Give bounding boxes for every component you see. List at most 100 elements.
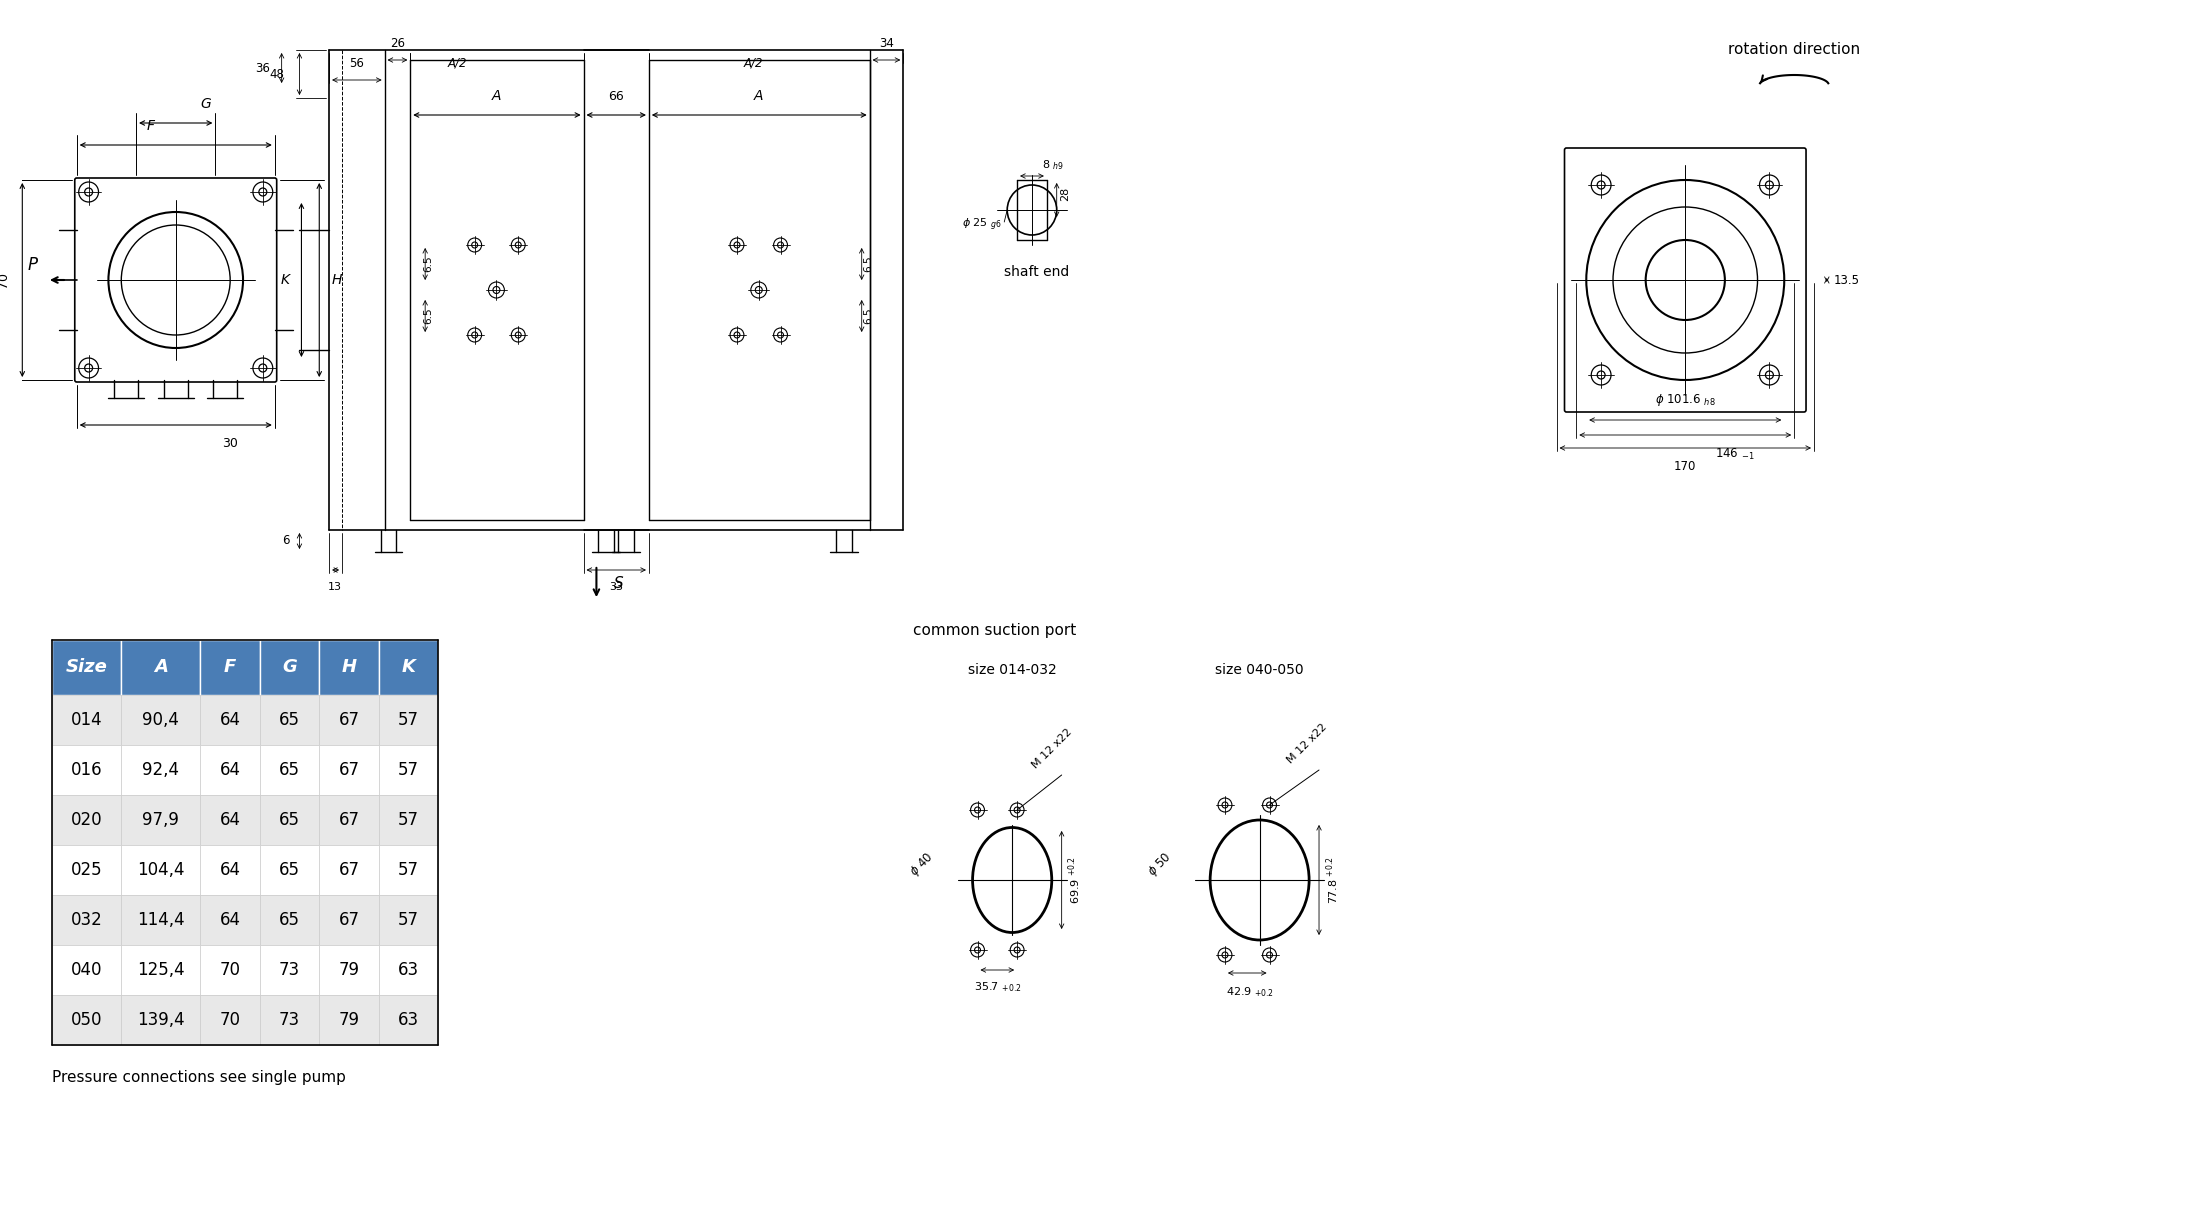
Bar bbox=[319, 640, 378, 695]
Text: 016: 016 bbox=[70, 761, 103, 779]
Bar bbox=[121, 745, 200, 795]
Text: 025: 025 bbox=[70, 861, 103, 879]
Bar bbox=[121, 640, 200, 695]
Text: 92,4: 92,4 bbox=[143, 761, 180, 779]
Text: A/2: A/2 bbox=[449, 57, 469, 70]
Text: K: K bbox=[279, 273, 290, 288]
Text: 13.5: 13.5 bbox=[1835, 273, 1859, 286]
Bar bbox=[121, 846, 200, 895]
Bar bbox=[121, 695, 200, 745]
Text: 42.9 $_{+0.2}$: 42.9 $_{+0.2}$ bbox=[1225, 985, 1274, 999]
Text: 73: 73 bbox=[279, 962, 299, 978]
Text: Size: Size bbox=[66, 658, 108, 676]
Text: 014: 014 bbox=[70, 712, 103, 728]
Bar bbox=[378, 945, 438, 995]
Text: A: A bbox=[154, 658, 167, 676]
Text: 63: 63 bbox=[398, 1011, 418, 1029]
Text: S: S bbox=[614, 575, 625, 591]
Text: 64: 64 bbox=[220, 861, 240, 879]
Text: 139,4: 139,4 bbox=[136, 1011, 185, 1029]
Bar bbox=[378, 745, 438, 795]
Text: 64: 64 bbox=[220, 712, 240, 728]
Bar bbox=[200, 745, 260, 795]
Bar bbox=[53, 945, 121, 995]
Text: 65: 65 bbox=[279, 861, 299, 879]
Bar bbox=[200, 695, 260, 745]
Text: 30: 30 bbox=[222, 437, 238, 451]
Text: 79: 79 bbox=[339, 962, 359, 978]
Bar bbox=[260, 846, 319, 895]
Bar bbox=[200, 995, 260, 1045]
Text: 125,4: 125,4 bbox=[136, 962, 185, 978]
Bar bbox=[319, 945, 378, 995]
Bar bbox=[260, 695, 319, 745]
Text: Pressure connections see single pump: Pressure connections see single pump bbox=[53, 1070, 345, 1085]
Bar bbox=[260, 795, 319, 846]
Text: $\phi$ 101.6 $_{h8}$: $\phi$ 101.6 $_{h8}$ bbox=[1654, 393, 1716, 408]
Text: 26: 26 bbox=[389, 37, 405, 50]
Bar bbox=[319, 745, 378, 795]
Bar bbox=[260, 640, 319, 695]
Text: 6.5: 6.5 bbox=[422, 308, 433, 324]
Text: 040: 040 bbox=[70, 962, 103, 978]
Text: 70: 70 bbox=[220, 962, 240, 978]
Bar bbox=[378, 640, 438, 695]
Bar bbox=[378, 995, 438, 1045]
Text: size 040-050: size 040-050 bbox=[1214, 663, 1305, 676]
Text: 65: 65 bbox=[279, 811, 299, 829]
Text: 13: 13 bbox=[328, 582, 341, 592]
Text: 57: 57 bbox=[398, 911, 418, 929]
Text: H: H bbox=[341, 658, 356, 676]
Bar bbox=[53, 695, 121, 745]
Text: 64: 64 bbox=[220, 811, 240, 829]
Text: 64: 64 bbox=[220, 911, 240, 929]
Text: size 014-032: size 014-032 bbox=[968, 663, 1056, 676]
FancyBboxPatch shape bbox=[1564, 149, 1806, 412]
Text: 67: 67 bbox=[339, 811, 359, 829]
Bar bbox=[260, 945, 319, 995]
Text: 57: 57 bbox=[398, 712, 418, 728]
Bar bbox=[53, 745, 121, 795]
Bar bbox=[378, 795, 438, 846]
Text: 8 $_{h9}$: 8 $_{h9}$ bbox=[1043, 158, 1065, 172]
Bar bbox=[200, 846, 260, 895]
Text: 57: 57 bbox=[398, 811, 418, 829]
Bar bbox=[319, 895, 378, 945]
Text: G: G bbox=[282, 658, 297, 676]
Text: 90,4: 90,4 bbox=[143, 712, 180, 728]
Text: 57: 57 bbox=[398, 761, 418, 779]
Text: 6: 6 bbox=[282, 534, 290, 547]
Bar bbox=[121, 995, 200, 1045]
Text: G: G bbox=[200, 97, 211, 111]
Text: 63: 63 bbox=[398, 962, 418, 978]
Bar bbox=[378, 695, 438, 745]
Text: M 12 x22: M 12 x22 bbox=[1030, 726, 1074, 769]
Text: 57: 57 bbox=[398, 861, 418, 879]
Text: 032: 032 bbox=[70, 911, 103, 929]
Text: 65: 65 bbox=[279, 761, 299, 779]
Text: P: P bbox=[26, 256, 37, 274]
Text: A: A bbox=[755, 89, 763, 103]
Text: 56: 56 bbox=[350, 57, 365, 70]
Text: 36: 36 bbox=[255, 62, 271, 75]
Text: 6.5: 6.5 bbox=[865, 256, 873, 272]
Text: 77.8 $^{+0.2}$: 77.8 $^{+0.2}$ bbox=[1324, 856, 1340, 904]
Text: 64: 64 bbox=[220, 761, 240, 779]
Text: 67: 67 bbox=[339, 861, 359, 879]
Bar bbox=[200, 795, 260, 846]
Bar bbox=[260, 995, 319, 1045]
Bar bbox=[121, 795, 200, 846]
Text: 170: 170 bbox=[1674, 460, 1696, 474]
Bar bbox=[319, 795, 378, 846]
Bar bbox=[200, 945, 260, 995]
Text: 6.5: 6.5 bbox=[422, 256, 433, 272]
Text: 114,4: 114,4 bbox=[136, 911, 185, 929]
Text: 6.5: 6.5 bbox=[865, 308, 873, 324]
Text: A/2: A/2 bbox=[744, 57, 763, 70]
Bar bbox=[319, 695, 378, 745]
Text: 69.9 $^{+0.2}$: 69.9 $^{+0.2}$ bbox=[1067, 856, 1082, 904]
Bar bbox=[53, 795, 121, 846]
Text: 70: 70 bbox=[220, 1011, 240, 1029]
Text: rotation direction: rotation direction bbox=[1727, 42, 1861, 58]
Bar bbox=[200, 640, 260, 695]
